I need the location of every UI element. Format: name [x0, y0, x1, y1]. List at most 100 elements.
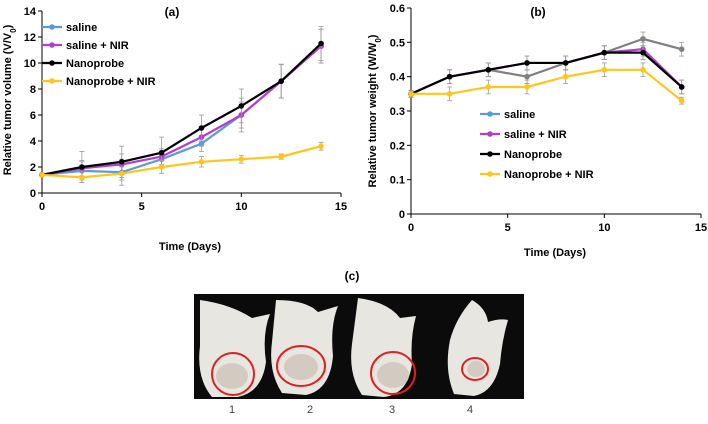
chart-b-series-point-0: [678, 46, 685, 52]
mouse-1-tumor-circle: [211, 352, 255, 396]
chart-b-series-point-3: [562, 73, 569, 80]
chart-a-x-tick-label: 5: [139, 201, 145, 213]
chart-a-series-point-2: [158, 149, 165, 156]
mouse-4-label: 4: [467, 404, 473, 416]
chart-a-series-point-3: [238, 156, 245, 162]
chart-a-legend-label-0: saline: [66, 22, 97, 34]
chart-a-y-tick-label: 2: [30, 162, 36, 174]
chart-a-x-tick-label: 0: [39, 201, 45, 213]
chart-a-series-point-3: [79, 174, 85, 181]
chart-b-series-point-3: [678, 97, 685, 104]
chart-b-legend-marker-0: [487, 111, 493, 117]
chart-b-series-point-2: [485, 67, 492, 73]
chart-b-y-tick-label: 0.1: [390, 175, 405, 187]
chart-a-y-tick-label: 12: [24, 32, 36, 44]
mouse-1-label: 1: [229, 404, 235, 416]
chart-a-xlabel: Time (Days): [159, 241, 221, 253]
chart-a-series-point-2: [278, 78, 285, 84]
chart-a-legend-marker-2: [49, 60, 55, 66]
mouse-3-label: 3: [389, 404, 395, 416]
chart-a-y-tick-label: 0: [30, 188, 36, 200]
chart-b-series-point-0: [524, 73, 530, 80]
chart-a-series-point-2: [198, 125, 205, 131]
chart-b-x-tick-label: 5: [505, 222, 511, 234]
chart-b-legend-marker-1: [487, 131, 493, 137]
chart-a-series-line-2: [41, 42, 322, 176]
chart-b-series-point-2: [601, 49, 608, 56]
mouse-3: [351, 298, 416, 397]
mouse-2: [271, 300, 338, 395]
chart-a-y-tick-label: 4: [30, 136, 37, 148]
chart-b-y-tick-label: 0: [399, 209, 405, 221]
chart-a-series-line-3: [41, 145, 322, 179]
chart-b-y-tick-label: 0.3: [390, 106, 405, 118]
chart-b-series-point-3: [408, 91, 414, 97]
chart-a-series-point-2: [318, 40, 324, 47]
chart-a-y-tick-label: 8: [30, 84, 36, 96]
chart-a-series-line-1: [41, 45, 322, 176]
chart-b-legend-label-2: Nanoprobe: [504, 149, 562, 161]
chart-a-series-point-2: [238, 103, 245, 109]
chart-b-series-point-3: [524, 84, 530, 90]
chart-a-series-point-3: [318, 143, 324, 149]
mouse-3-tumor: [377, 362, 409, 388]
chart-a-series-point-3: [158, 164, 165, 170]
chart-a-ylabel: Relative tumor volume (V/V0): [2, 24, 18, 175]
chart-b-series-point-2: [678, 84, 685, 90]
chart-b-series-point-3: [640, 67, 646, 73]
chart-b-series-point-3: [446, 91, 453, 97]
chart-a-series-point-3: [198, 159, 205, 165]
chart-a-x-tick-label: 10: [235, 201, 247, 213]
chart-b-legend-label-3: Nanoprobe + NIR: [504, 169, 594, 181]
chart-b-series-line-3: [411, 68, 683, 102]
chart-b: (b) Relative tumor weight (W/W0) Time (D…: [367, 3, 707, 259]
chart-b-legend-label-0: saline: [504, 109, 535, 121]
mouse-4-tumor: [467, 361, 485, 377]
chart-a-legend-label-3: Nanoprobe + NIR: [66, 76, 156, 88]
chart-a-panel-label: (a): [165, 5, 180, 19]
chart-b-legend-label-1: saline + NIR: [504, 129, 567, 141]
chart-a-y-tick-label: 14: [24, 6, 37, 18]
chart-b-series-line-2: [410, 51, 683, 95]
chart-a-legend-marker-3: [49, 78, 55, 84]
chart-b-y-tick-label: 0.5: [390, 37, 405, 49]
chart-b-x-tick-label: 0: [408, 222, 414, 234]
chart-b-xlabel: Time (Days): [524, 247, 586, 259]
chart-a-legend-marker-0: [49, 24, 55, 30]
mouse-2-label: 2: [307, 404, 313, 416]
chart-a-legend-label-1: saline + NIR: [66, 40, 129, 52]
mouse-1: [199, 300, 270, 397]
chart-b-y-tick-label: 0.6: [390, 3, 405, 15]
chart-a-legend-marker-1: [49, 42, 55, 48]
chart-b-series-point-0: [640, 36, 646, 42]
chart-a-legend-label-2: Nanoprobe: [66, 58, 124, 70]
chart-a-y-tick-label: 6: [30, 110, 36, 122]
chart-b-legend-marker-2: [487, 151, 493, 157]
photo-panel-label: (c): [345, 269, 360, 283]
chart-a-x-tick-label: 15: [335, 201, 347, 213]
mouse-2-tumor: [284, 354, 318, 380]
chart-a-series-point-2: [118, 159, 125, 165]
chart-a-series-point-3: [278, 153, 285, 160]
chart-b-ylabel: Relative tumor weight (W/W0): [367, 34, 383, 187]
chart-b-series-line-0: [410, 37, 682, 95]
mouse-photo-panel: (c) 1 2 3 4: [194, 269, 524, 416]
chart-b-legend-marker-3: [487, 171, 493, 177]
chart-a: (a) Relative tumor volume (V/V0) Time (D…: [2, 5, 347, 253]
mouse-4: [447, 300, 508, 396]
chart-b-series-point-3: [485, 84, 492, 90]
chart-b-series-point-3: [601, 67, 608, 73]
chart-b-y-tick-label: 0.4: [390, 72, 406, 84]
chart-b-series-point-2: [562, 60, 569, 66]
chart-b-x-tick-label: 15: [695, 222, 707, 234]
chart-b-panel-label: (b): [530, 5, 545, 19]
mouse-3-tumor-circle: [370, 351, 416, 395]
chart-a-series-point-2: [79, 164, 85, 170]
chart-a-y-tick-label: 10: [24, 58, 36, 70]
chart-b-series-point-2: [446, 73, 453, 80]
chart-b-y-tick-label: 0.2: [390, 140, 405, 152]
chart-a-series-point-3: [39, 172, 45, 178]
chart-b-series-point-2: [640, 49, 646, 56]
mouse-2-tumor-circle: [276, 345, 326, 387]
